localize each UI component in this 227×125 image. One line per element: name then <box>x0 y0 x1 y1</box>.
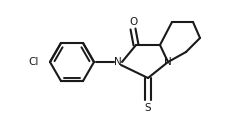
Text: Cl: Cl <box>29 57 39 67</box>
Text: N: N <box>114 57 122 67</box>
Text: N: N <box>164 57 172 67</box>
Text: S: S <box>145 103 151 113</box>
Text: O: O <box>130 17 138 27</box>
